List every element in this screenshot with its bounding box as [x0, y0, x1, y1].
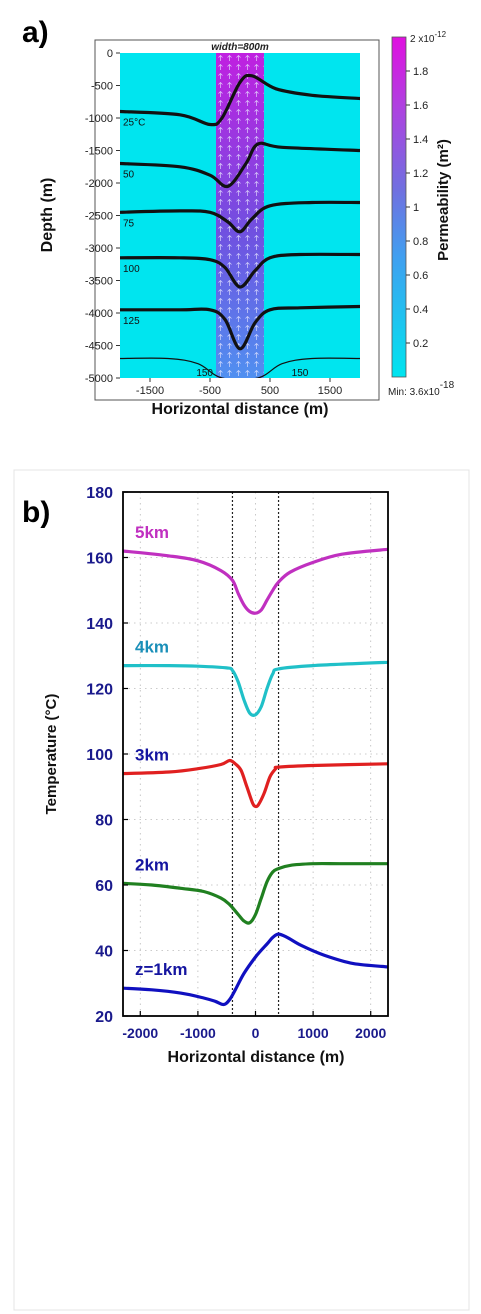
- series-line: [123, 758, 388, 809]
- temperature-axis-label: Temperature (°C): [43, 694, 60, 815]
- depth-tick-label: -5000: [85, 373, 113, 385]
- horizontal-tick-label-b: 1000: [298, 1025, 329, 1041]
- colorbar-tick-label: 0.6: [413, 270, 428, 282]
- panel-a-label: a): [22, 16, 49, 49]
- colorbar-tick-label: 1: [413, 202, 419, 214]
- series-label: 3km: [135, 746, 169, 765]
- colorbar-tick-label: 1.8: [413, 66, 428, 78]
- colorbar-tick-label: 0.8: [413, 236, 428, 248]
- fault-width-title: width=800m: [211, 42, 269, 53]
- horizontal-tick-label-b: -2000: [122, 1025, 158, 1041]
- isotherm-labels: 25°C 50 75 100 125 150 150: [123, 118, 309, 380]
- isotherm-label: 25°C: [123, 118, 145, 129]
- horizontal-axis-ticks-b: -2000 -1000 0 1000 2000: [122, 1011, 386, 1041]
- horizontal-tick-label-b: 2000: [355, 1025, 386, 1041]
- horizontal-tick-label: 500: [261, 385, 279, 397]
- isotherm-line: [120, 73, 360, 127]
- temperature-tick-label: 60: [95, 878, 113, 895]
- depth-tick-label: -500: [91, 81, 113, 93]
- horizontal-tick-label: -1500: [136, 385, 164, 397]
- isotherm-line: [120, 200, 360, 234]
- series-labels: 5km 4km 3km 2km z=1km: [135, 523, 187, 979]
- colorbar-tick-label: 0.4: [413, 304, 428, 316]
- depth-tick-label: -4000: [85, 308, 113, 320]
- depth-tick-label: -1000: [85, 113, 113, 125]
- isotherm-label: 75: [123, 218, 135, 229]
- panel-b-label: b): [22, 496, 50, 529]
- series-label: 2km: [135, 855, 169, 874]
- depth-axis-ticks: 0 -500 -1000 -1500 -2000 -2500 -3000 -3500 -4000…: [85, 48, 120, 385]
- isotherm-line: [120, 252, 360, 289]
- isotherm-line: [120, 357, 360, 378]
- horizontal-tick-label: 1500: [318, 385, 342, 397]
- depth-axis-label: Depth (m): [39, 178, 56, 253]
- isotherm-line: [120, 304, 360, 351]
- series-label: 5km: [135, 523, 169, 542]
- temperature-tick-label: 120: [86, 682, 113, 699]
- colorbar-tick-label: 0.2: [413, 338, 428, 350]
- colorbar-label: Permeability (m²): [435, 139, 452, 261]
- temperature-tick-label: 20: [95, 1009, 113, 1026]
- isotherm-label: 50: [123, 170, 135, 181]
- colorbar-min-label: Min: 3.6x10-18: [388, 380, 455, 398]
- isotherm-label: 100: [123, 264, 140, 275]
- depth-tick-label: 0: [107, 48, 113, 60]
- colorbar-max-label: 2 x10-12: [410, 30, 447, 45]
- isotherm-label: 150: [292, 368, 309, 379]
- horizontal-tick-label-b: 0: [252, 1025, 260, 1041]
- colorbar-ticks: 1.8 1.6 1.4 1.2 1 0.8 0.6 0.4 0.2: [406, 66, 428, 350]
- series-label: z=1km: [135, 960, 187, 979]
- panel-b: b) 20 40 60 80 100 120 140 160 180 -2000 -1000 0 10…: [13, 469, 470, 1311]
- isotherm-label: 125: [123, 316, 140, 327]
- isotherm-line: [120, 141, 360, 189]
- colorbar-tick-label: 1.4: [413, 134, 428, 146]
- series-label: 4km: [135, 638, 169, 657]
- temperature-tick-label: 160: [86, 551, 113, 568]
- series-line: [123, 660, 388, 717]
- temperature-axis-ticks: 20 40 60 80 100 120 140 160 180: [86, 485, 128, 1026]
- isotherm-label: 150: [196, 368, 213, 379]
- temperature-series: [123, 547, 388, 1007]
- isotherms: [120, 73, 360, 378]
- temperature-tick-label: 40: [95, 944, 113, 961]
- depth-tick-label: -3500: [85, 276, 113, 288]
- depth-tick-label: -1500: [85, 146, 113, 158]
- horizontal-axis-label-a: Horizontal distance (m): [152, 401, 329, 418]
- temperature-tick-label: 80: [95, 813, 113, 830]
- series-line: [123, 932, 388, 1007]
- temperature-tick-label: 140: [86, 616, 113, 633]
- horizontal-axis-ticks: -1500 -500 500 1500: [136, 378, 342, 397]
- colorbar-tick-label: 1.2: [413, 168, 428, 180]
- temperature-tick-label: 100: [86, 747, 113, 764]
- series-line: [123, 861, 388, 925]
- horizontal-tick-label-b: -1000: [180, 1025, 216, 1041]
- permeability-colorbar: [391, 36, 407, 378]
- series-line: [123, 547, 388, 615]
- panel-a: a) width=800m 0 -500 -1000 -1500 -2000 -2500 -…: [22, 16, 455, 418]
- depth-tick-label: -3000: [85, 243, 113, 255]
- depth-tick-label: -4500: [85, 341, 113, 353]
- temperature-tick-label: 180: [86, 485, 113, 502]
- depth-tick-label: -2500: [85, 211, 113, 223]
- colorbar-tick-label: 1.6: [413, 100, 428, 112]
- horizontal-tick-label: -500: [199, 385, 221, 397]
- horizontal-axis-label-b: Horizontal distance (m): [168, 1049, 345, 1066]
- depth-tick-label: -2000: [85, 178, 113, 190]
- fault-boundary-lines: [231, 492, 280, 1016]
- panel-b-frame: [13, 469, 470, 1311]
